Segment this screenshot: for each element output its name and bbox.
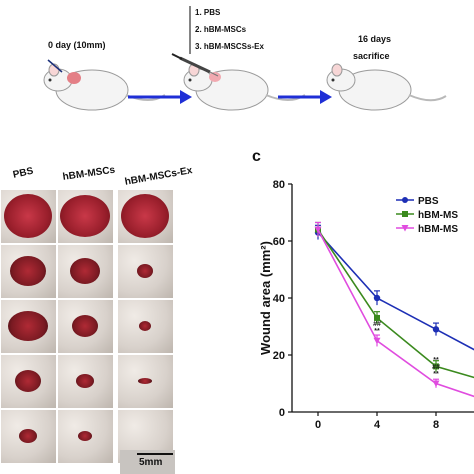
wound-lesion: [19, 429, 37, 443]
significance-mark: **: [374, 328, 380, 335]
wound-lesion: [10, 256, 46, 286]
wound-lesion: [78, 431, 92, 441]
y-tick-label: 20: [273, 350, 285, 362]
wound-photo: [118, 355, 173, 408]
significance-mark: ##: [432, 364, 440, 371]
panel-c-label: c: [252, 148, 261, 165]
wound-lesion: [15, 370, 41, 392]
legend-label: hBM-MS: [418, 224, 458, 235]
wound-lesion: [72, 315, 98, 337]
wound-lesion: [76, 374, 94, 388]
mouse-2: [183, 63, 306, 111]
significance-mark: ##: [373, 321, 381, 328]
wound-lesion: [139, 321, 151, 331]
wound-photo: [118, 245, 173, 298]
mouse-3: [326, 63, 447, 111]
sacrifice-label: sacrifice: [353, 51, 390, 61]
wound-photo: [58, 245, 113, 298]
day16-label: 16 days: [358, 34, 392, 44]
data-point: [314, 226, 322, 234]
syringe-icon: [171, 53, 219, 77]
legend-marker: [402, 211, 408, 217]
treatment-2: 2. hBM-MSCs: [195, 25, 247, 34]
x-tick-label: 4: [374, 419, 381, 431]
y-tick-label: 60: [273, 236, 285, 248]
wound-lesion: [70, 258, 100, 284]
series-line-0: [317, 231, 474, 351]
wound-photo: [118, 300, 173, 353]
x-tick-label: 8: [433, 419, 439, 431]
series-line-1: [317, 229, 474, 379]
wound-photo: [58, 410, 113, 463]
wound-photo: [1, 190, 56, 243]
panel-a-schematic: [43, 6, 447, 111]
legend-label: PBS: [418, 196, 439, 207]
data-point: [433, 363, 439, 370]
wound-photo: [58, 300, 113, 353]
data-point: [373, 294, 381, 302]
treatment-3: 3. hBM-MSCSs-Ex: [195, 42, 264, 51]
data-point: [432, 326, 440, 333]
wound-photo: [58, 355, 113, 408]
y-tick-label: 80: [273, 179, 285, 191]
wound-photo: [118, 190, 173, 243]
series-line-2: [317, 229, 474, 398]
arrow-1: [128, 90, 192, 104]
wound-lesion: [8, 311, 48, 341]
legend-marker: [402, 197, 408, 203]
wound-photo: [1, 300, 56, 353]
wound-lesion: [4, 194, 52, 238]
treatment-1: 1. PBS: [195, 8, 221, 17]
data-point: [373, 337, 381, 345]
wound-lesion: [137, 264, 153, 278]
significance-mark: **: [433, 357, 439, 364]
data-point: [432, 380, 440, 387]
wound-photo: [58, 190, 113, 243]
arrow-2: [278, 90, 332, 104]
mouse-1: [43, 59, 166, 111]
legend-marker: [401, 225, 409, 232]
data-point: [374, 314, 380, 321]
legend-label: hBM-MS: [418, 210, 458, 221]
y-tick-label: 40: [273, 293, 285, 305]
wound-lesion: [121, 194, 169, 238]
y-axis-label: Wound area (mm²): [258, 241, 273, 355]
wound-lesion: [60, 195, 110, 237]
scalebar-label: 5mm: [139, 457, 163, 468]
significance-mark: **: [433, 371, 439, 378]
wound-photo: [1, 355, 56, 408]
wound-photo: [1, 410, 56, 463]
day0-label: 0 day (10mm): [48, 40, 106, 50]
wound-lesion: [138, 378, 152, 384]
y-tick-label: 0: [279, 407, 285, 419]
wound-photo: [1, 245, 56, 298]
x-tick-label: 0: [315, 419, 321, 431]
scalebar: [137, 453, 173, 455]
